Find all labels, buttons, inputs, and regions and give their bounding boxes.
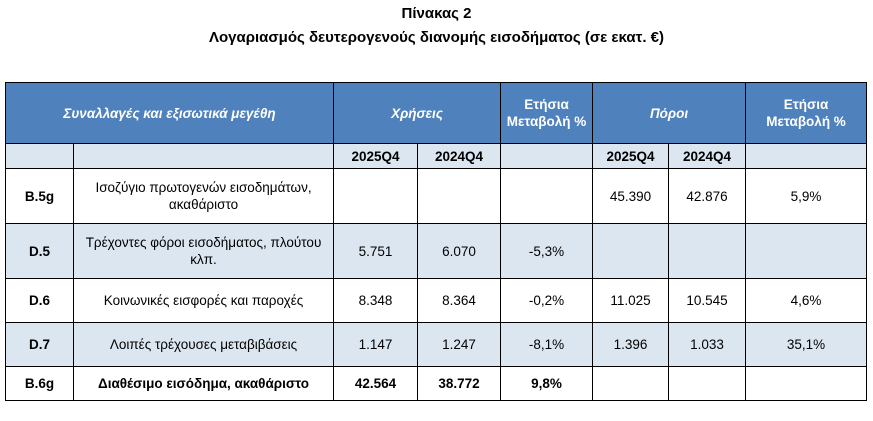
row-res-change: 4,6% [745, 278, 868, 323]
row-res-change: 35,1% [745, 322, 868, 367]
row-label: Ισοζύγιο πρωτογενών εισοδημάτων, ακαθάρι… [72, 168, 335, 224]
row-label: Τρέχοντες φόροι εισοδήματος, πλούτου κλπ… [72, 223, 335, 279]
row-res-2025: 1.396 [592, 322, 670, 367]
subheader-res-2025: 2025Q4 [592, 143, 670, 169]
row-label: Κοινωνικές εισφορές και παροχές [72, 278, 335, 323]
header-uses-change: Ετήσια Μεταβολή % [500, 82, 594, 144]
row-res-change [745, 223, 868, 279]
row-label: Διαθέσιμο εισόδημα, ακαθάριστο [72, 366, 335, 401]
row-uses-change: -8,1% [500, 322, 594, 367]
header-uses: Χρήσεις [333, 82, 502, 144]
subheader-res-2024: 2024Q4 [668, 143, 747, 169]
row-uses-2025: 8.348 [333, 278, 419, 323]
subheader-uses-2025: 2025Q4 [333, 143, 419, 169]
row-res-2024: 1.033 [668, 322, 747, 367]
row-res-2024 [668, 223, 747, 279]
row-uses-2025: 42.564 [333, 366, 419, 401]
row-res-2025 [592, 223, 670, 279]
row-res-2025: 11.025 [592, 278, 670, 323]
table-row: D.5 Τρέχοντες φόροι εισοδήματος, πλούτου… [5, 223, 868, 279]
row-uses-2025 [333, 168, 419, 224]
row-res-2025: 45.390 [592, 168, 670, 224]
row-uses-change [500, 168, 594, 224]
row-res-change: 5,9% [745, 168, 868, 224]
row-res-change [745, 366, 868, 401]
subheader-empty-res-change [745, 143, 868, 169]
header-resources-change: Ετήσια Μεταβολή % [745, 82, 868, 144]
row-code: D.6 [5, 278, 74, 323]
table-row-total: B.6g Διαθέσιμο εισόδημα, ακαθάριστο 42.5… [5, 366, 868, 401]
header-row: Συναλλαγές και εξισωτικά μεγέθη Χρήσεις … [4, 82, 868, 144]
row-res-2024 [668, 366, 747, 401]
subheader-empty-code [5, 143, 74, 169]
subheader-empty-label [72, 143, 335, 169]
subheader-uses-2024: 2024Q4 [417, 143, 502, 169]
subheader-row: 2025Q4 2024Q4 2025Q4 2024Q4 [5, 143, 868, 169]
table-row: D.6 Κοινωνικές εισφορές και παροχές 8.34… [5, 278, 868, 323]
row-uses-2024: 6.070 [417, 223, 502, 279]
header-transactions: Συναλλαγές και εξισωτικά μεγέθη [4, 82, 335, 144]
row-code: B.6g [5, 366, 74, 401]
row-uses-change: -5,3% [500, 223, 594, 279]
row-code: B.5g [5, 168, 74, 224]
row-uses-2025: 5.751 [333, 223, 419, 279]
row-code: D.5 [5, 223, 74, 279]
row-res-2025 [592, 366, 670, 401]
row-code: D.7 [5, 322, 74, 367]
row-uses-2025: 1.147 [333, 322, 419, 367]
row-uses-2024 [417, 168, 502, 224]
table-caption-subtitle: Λογαριασμός δευτερογενούς διανομής εισοδ… [208, 29, 665, 46]
row-uses-2024: 1.247 [417, 322, 502, 367]
row-uses-change: 9,8% [500, 366, 594, 401]
row-res-2024: 42.876 [668, 168, 747, 224]
table-caption-title: Πίνακας 2 [401, 5, 472, 22]
table-row: D.7 Λοιπές τρέχουσες μεταβιβάσεις 1.147 … [5, 322, 868, 367]
row-uses-2024: 8.364 [417, 278, 502, 323]
row-uses-2024: 38.772 [417, 366, 502, 401]
table-row: B.5g Ισοζύγιο πρωτογενών εισοδημάτων, ακ… [5, 168, 868, 224]
subheader-empty-uses-change [500, 143, 594, 169]
row-label: Λοιπές τρέχουσες μεταβιβάσεις [72, 322, 335, 367]
header-resources: Πόροι [592, 82, 747, 144]
secondary-income-table: Συναλλαγές και εξισωτικά μεγέθη Χρήσεις … [4, 82, 868, 401]
row-uses-change: -0,2% [500, 278, 594, 323]
row-res-2024: 10.545 [668, 278, 747, 323]
